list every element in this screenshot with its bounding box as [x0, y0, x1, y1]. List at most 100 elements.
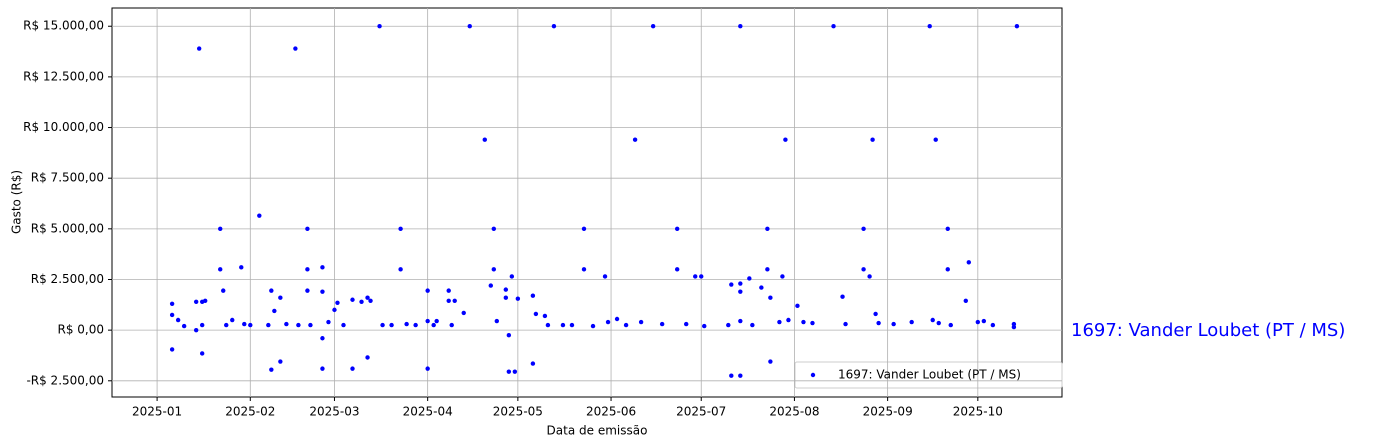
x-tick-label: 2025-10 [953, 405, 1003, 419]
point [218, 226, 223, 232]
point [783, 137, 788, 142]
point [873, 311, 878, 317]
point [269, 367, 274, 372]
point [981, 318, 987, 324]
point [545, 322, 551, 328]
legend-label: 1697: Vander Loubet (PT / MS) [838, 368, 1021, 382]
point [320, 366, 325, 371]
point [272, 308, 277, 314]
point [467, 24, 472, 29]
point [975, 319, 981, 325]
point [674, 226, 680, 232]
point [840, 294, 845, 299]
point [377, 24, 382, 29]
point [248, 322, 253, 328]
point [843, 321, 848, 327]
point [945, 267, 950, 272]
y-tick-label: R$ 7.500,00 [31, 171, 104, 185]
point [506, 369, 512, 374]
point [449, 322, 454, 328]
point [747, 276, 752, 281]
point [759, 285, 764, 290]
point [169, 301, 175, 307]
point [446, 288, 451, 293]
point [738, 281, 743, 286]
point [398, 267, 403, 272]
point [945, 226, 950, 232]
point [726, 322, 731, 328]
point [777, 319, 782, 325]
point [278, 295, 283, 300]
point [602, 274, 608, 279]
point [1014, 24, 1020, 29]
x-tick-label: 2025-02 [225, 405, 275, 419]
y-tick-label: R$ 15.000,00 [23, 19, 104, 33]
point [729, 282, 734, 287]
x-tick-label: 2025-07 [676, 405, 726, 419]
point [765, 226, 770, 232]
point [365, 295, 370, 300]
point [876, 320, 881, 326]
point [590, 323, 596, 329]
point [684, 321, 689, 327]
point [308, 322, 313, 328]
point [193, 299, 199, 304]
point [614, 316, 620, 322]
x-tick-label: 2025-06 [586, 405, 636, 419]
plot-frame [111, 7, 1063, 398]
point [491, 267, 497, 272]
point [341, 322, 346, 328]
point [482, 137, 487, 142]
point [632, 137, 638, 142]
point [365, 355, 370, 360]
point [927, 24, 932, 29]
point [560, 322, 566, 328]
point [699, 274, 704, 279]
point [512, 369, 518, 374]
point [650, 24, 656, 29]
point [461, 310, 466, 316]
x-tick-label: 2025-04 [403, 405, 453, 419]
point [1011, 321, 1017, 327]
point [269, 288, 274, 293]
point [452, 298, 457, 303]
x-tick-label: 2025-05 [493, 405, 543, 419]
point [335, 300, 340, 305]
point [623, 322, 629, 328]
annotation: 1697: Vander Loubet (PT / MS) [1071, 320, 1345, 341]
point [768, 295, 773, 300]
point [659, 321, 665, 327]
point [569, 322, 575, 328]
point [169, 312, 175, 318]
point [738, 289, 743, 294]
x-tick-label: 2025-03 [309, 405, 359, 419]
point [867, 274, 872, 279]
point [257, 213, 262, 218]
point [305, 267, 310, 272]
point [320, 265, 325, 270]
point [380, 322, 385, 328]
point [936, 320, 941, 326]
point [218, 267, 223, 272]
x-tick-label: 2025-08 [769, 405, 819, 419]
point [786, 317, 791, 323]
point [870, 137, 875, 142]
point [533, 311, 539, 317]
point [930, 317, 935, 323]
point [509, 274, 515, 279]
point [242, 321, 247, 327]
point [831, 24, 836, 29]
point [230, 317, 235, 323]
point [389, 322, 394, 328]
point [861, 267, 866, 272]
point [425, 318, 430, 324]
point [193, 327, 199, 333]
point [413, 322, 418, 328]
point [674, 267, 680, 272]
point [305, 288, 310, 293]
legend-marker [810, 372, 816, 378]
y-tick-label: R$ 12.500,00 [23, 69, 104, 83]
point [795, 303, 800, 309]
point [738, 24, 743, 29]
